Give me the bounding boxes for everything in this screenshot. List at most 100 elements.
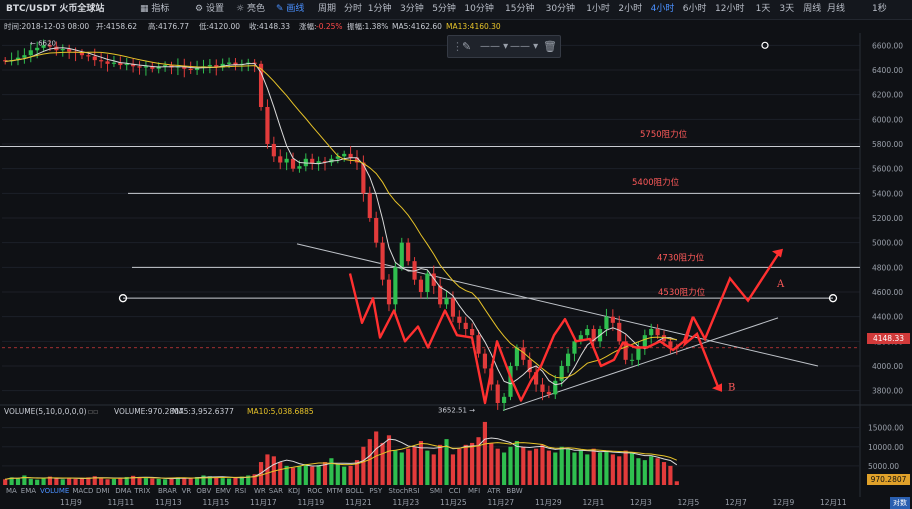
candle-body [195, 67, 200, 70]
indicator-tab-2[interactable]: VOLUME [40, 487, 70, 495]
interval-3[interactable]: 5分钟 [432, 4, 456, 14]
price-tick: 6200.00 [872, 91, 903, 100]
indicator-tab-15[interactable]: ROC [307, 487, 323, 495]
candle-body [444, 298, 449, 305]
indicator-tabs: MA EMA VOLUME MACD DMI DMA TRIX BRAR VR OBV EMV RSI… [0, 486, 912, 497]
indicator-tab-16[interactable]: MTM [326, 487, 343, 495]
line-color-select[interactable]: —— ▾ [480, 41, 509, 52]
interval-12[interactable]: 1天 [755, 4, 771, 14]
refresh-rate[interactable]: 1秒 [872, 4, 887, 14]
interval-2[interactable]: 3分钟 [400, 4, 424, 14]
volume-params[interactable]: VOLUME(5,10,0,0,0,0) [4, 407, 87, 416]
pencil-icon: ✎ [276, 4, 287, 14]
indicator-tab-14[interactable]: KDJ [288, 487, 301, 495]
volume-bar [207, 476, 212, 485]
settings-button[interactable]: ⚙ 设置 [195, 4, 224, 14]
volume-bar [597, 452, 603, 485]
candle-body [3, 60, 8, 62]
date-label: 12月11 [820, 498, 847, 507]
interval-4[interactable]: 10分钟 [464, 4, 494, 14]
volume-bar [553, 452, 558, 485]
candle-body [150, 66, 155, 69]
date-label: 12月7 [725, 498, 747, 507]
indicators-button[interactable]: ▦ 指标 [140, 4, 170, 14]
info-change: -0.25% [316, 22, 343, 31]
indicator-tab-5[interactable]: DMA [115, 487, 132, 495]
indicator-tab-12[interactable]: WR [254, 487, 266, 495]
volume-settings-icon[interactable]: ▫▫ [88, 407, 99, 416]
volume-bar [565, 448, 571, 485]
interval-7[interactable]: 1小时 [586, 4, 610, 14]
indicator-tab-4[interactable]: DMI [96, 487, 110, 495]
candle-body [322, 161, 328, 163]
candle-body [156, 66, 161, 69]
candle-body [290, 158, 296, 169]
interval-9[interactable]: 4小时 [650, 4, 675, 14]
interval-0[interactable]: 分时 [344, 4, 363, 14]
drag-handle-icon[interactable]: ⋮ [452, 40, 463, 53]
indicator-tab-18[interactable]: PSY [369, 487, 383, 495]
indicator-tab-6[interactable]: TRIX [134, 487, 151, 495]
date-label: 11月11 [107, 498, 135, 507]
pencil-icon[interactable]: ✎ [462, 40, 472, 53]
volume-tick: 15000.00 [868, 424, 904, 433]
candle-body [502, 396, 507, 403]
volume-bar [380, 442, 385, 485]
indicator-tab-22[interactable]: MFI [468, 487, 481, 495]
candle-body [534, 372, 539, 385]
indicator-tab-20[interactable]: SMI [429, 487, 443, 495]
indicator-tab-21[interactable]: CCI [448, 487, 461, 495]
indicator-tab-17[interactable]: BOLL [345, 487, 364, 495]
volume-bar [450, 454, 456, 485]
interval-5[interactable]: 15分钟 [505, 4, 535, 14]
candle-body [610, 316, 615, 323]
candle-body [207, 65, 212, 67]
log-scale-button[interactable]: 对数 [890, 497, 910, 509]
draw-button[interactable]: ✎ 画线 [276, 4, 305, 14]
indicator-tab-1[interactable]: EMA [20, 487, 37, 495]
candle-body [482, 353, 487, 369]
volume-bar [9, 477, 14, 485]
interval-14[interactable]: 周线 [803, 4, 822, 14]
interval-6[interactable]: 30分钟 [545, 4, 576, 14]
indicator-tab-23[interactable]: ATR [487, 487, 501, 495]
volume-bar [521, 446, 526, 485]
indicator-tab-24[interactable]: BBW [506, 487, 523, 495]
candle-body [380, 242, 385, 280]
indicator-tab-7[interactable]: BRAR [158, 487, 178, 495]
indicator-tab-19[interactable]: StochRSI [388, 487, 420, 495]
interval-11[interactable]: 12小时 [715, 4, 745, 14]
interval-8[interactable]: 2小时 [618, 4, 643, 14]
indicator-tab-13[interactable]: SAR [268, 487, 284, 495]
trash-icon[interactable]: 🗑 [543, 40, 557, 53]
line-style-select[interactable]: —— ▾ [510, 41, 539, 52]
indicator-tab-11[interactable]: RSI [234, 487, 247, 495]
interval-13[interactable]: 3天 [779, 4, 795, 14]
gear-icon: ⚙ [195, 4, 206, 14]
symbol-title[interactable]: BTC/USDT 火币全球站 [6, 4, 105, 14]
candle-body [214, 65, 219, 68]
interval-1[interactable]: 1分钟 [367, 4, 392, 14]
volume-axis: 5000.00 10000.00 15000.00 [868, 424, 904, 471]
indicator-tab-3[interactable]: MACD [72, 487, 94, 495]
indicator-tab-9[interactable]: OBV [196, 487, 212, 495]
volume-bar [233, 477, 238, 485]
volume-bar [418, 441, 424, 485]
interval-10[interactable]: 6小时 [682, 4, 707, 14]
indicator-tab-8[interactable]: VR [181, 487, 192, 495]
current-price-tag: 4148.33 [867, 333, 910, 344]
date-label: 12月9 [772, 498, 795, 507]
interval-15[interactable]: 月线 [827, 4, 846, 14]
volume-bar [156, 478, 161, 485]
resistance-label: 5400阻力位 [632, 177, 680, 188]
theme-button[interactable]: ☼ 亮色 [236, 4, 265, 14]
indicator-tab-10[interactable]: EMV [215, 487, 231, 495]
date-label: 11月17 [250, 498, 277, 507]
candle-body [629, 359, 635, 361]
candle-body [258, 63, 264, 107]
indicator-tab-0[interactable]: MA [6, 487, 17, 495]
resistance-lines[interactable] [0, 41, 860, 349]
price-tick: 6600.00 [872, 41, 903, 50]
volume-bar [35, 479, 40, 485]
